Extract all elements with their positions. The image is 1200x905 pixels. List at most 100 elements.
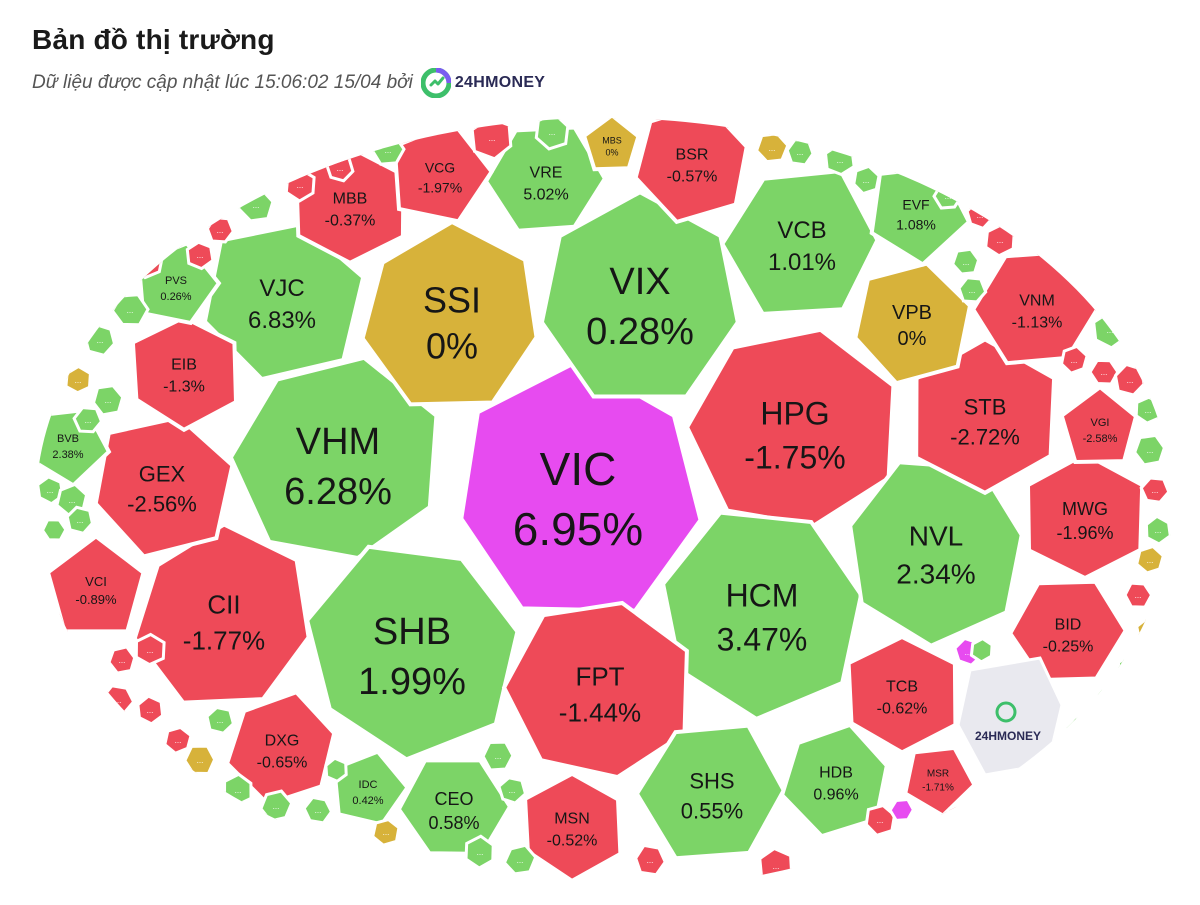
cell-change-label: -1.77% — [183, 626, 265, 656]
cell-gex[interactable]: GEX -2.56% — [93, 415, 235, 559]
small-cell[interactable] — [888, 797, 916, 822]
cell-ticker-label: DXG — [265, 732, 300, 749]
cell-hdb[interactable]: HDB 0.96% — [779, 722, 889, 839]
small-cell[interactable] — [634, 843, 667, 877]
small-cell[interactable] — [1123, 581, 1154, 609]
cell-vcb[interactable]: VCB 1.01% — [719, 168, 880, 316]
small-cell[interactable] — [502, 843, 538, 876]
small-cell[interactable] — [1133, 433, 1167, 467]
small-cell-more-label: ... — [965, 648, 972, 657]
small-cell[interactable] — [185, 240, 215, 271]
cell-ticker-label: VHM — [296, 421, 380, 463]
small-cell[interactable] — [1059, 344, 1089, 375]
small-cell-more-label: ... — [253, 201, 260, 210]
small-cell[interactable] — [1135, 617, 1161, 643]
small-cell-more-label: ... — [75, 376, 82, 385]
map-body: VIC 6.95% VHM 6.28% SHB 1.99% VIX 0.28% HPG -1.75… — [36, 104, 1172, 890]
small-cell[interactable] — [1116, 654, 1144, 686]
cell-ticker-label: BID — [1055, 616, 1082, 633]
small-cell[interactable] — [481, 740, 515, 772]
small-cell[interactable] — [969, 636, 994, 664]
cell-msn[interactable]: MSN -0.52% — [523, 771, 623, 884]
cell-vci[interactable]: VCI -0.89% — [45, 533, 146, 634]
cell-hcm[interactable]: HCM 3.47% — [660, 510, 864, 722]
small-cell-more-label: ... — [69, 496, 76, 505]
small-cell[interactable] — [932, 183, 964, 210]
small-cell[interactable] — [497, 776, 528, 805]
brand-logo[interactable]: 24HMONEY — [420, 68, 545, 98]
small-cell-more-label: ... — [863, 176, 870, 185]
small-cell[interactable] — [1003, 784, 1030, 816]
cell-vpb[interactable]: VPB 0% — [853, 261, 973, 386]
small-cell[interactable] — [205, 215, 236, 244]
cell-ticker-label: MSR — [927, 768, 949, 779]
brand-logo-icon — [420, 68, 451, 98]
cell-shape — [228, 355, 439, 561]
small-cell[interactable] — [950, 247, 981, 276]
small-cell[interactable] — [371, 817, 401, 847]
cell-eib[interactable]: EIB -1.3% — [130, 315, 239, 433]
cell-fpt[interactable]: FPT -1.44% — [501, 600, 689, 780]
cell-nvl[interactable]: NVL 2.34% — [848, 460, 1024, 648]
small-cell-more-label: ... — [1071, 356, 1078, 365]
small-cell[interactable] — [302, 795, 334, 825]
cell-change-label: 0% — [605, 148, 618, 158]
small-cell-more-label: ... — [147, 706, 154, 715]
small-cell-more-label: ... — [217, 226, 224, 235]
small-cell[interactable] — [470, 118, 513, 161]
cell-ticker-label: GEX — [139, 461, 186, 486]
cell-ticker-label: VCI — [85, 574, 107, 589]
small-cell[interactable] — [957, 276, 988, 304]
cell-ceo[interactable]: CEO 0.58% — [396, 758, 513, 856]
cell-ticker-label: VGI — [1091, 417, 1110, 429]
cell-shape — [396, 758, 513, 856]
cell-mbs[interactable]: MBS 0% — [581, 115, 641, 172]
small-cell[interactable] — [134, 632, 166, 667]
cell-hpg[interactable]: HPG -1.75% — [684, 327, 896, 528]
cell-shape — [719, 168, 880, 316]
small-cell[interactable] — [1139, 476, 1171, 504]
small-cell[interactable] — [852, 164, 881, 196]
small-cell[interactable] — [324, 756, 348, 784]
cell-shb[interactable]: SHB 1.99% — [305, 544, 520, 762]
small-cell[interactable] — [65, 505, 95, 535]
small-cell[interactable] — [163, 725, 193, 756]
small-cell[interactable] — [259, 789, 294, 823]
small-cell[interactable] — [205, 705, 236, 735]
small-cell-more-label: ... — [1152, 486, 1159, 495]
small-cell[interactable] — [136, 694, 165, 726]
small-cell[interactable] — [40, 518, 68, 542]
small-cell[interactable] — [1092, 685, 1123, 715]
cell-mbb[interactable]: MBB -0.37% — [294, 145, 406, 266]
small-cell[interactable] — [107, 645, 137, 675]
cell-bsr[interactable]: BSR -0.57% — [633, 104, 749, 225]
cell-ticker-label: CEO — [434, 789, 473, 809]
cell-cii[interactable]: CII -1.77% — [132, 522, 311, 705]
small-cell-more-label: ... — [1147, 556, 1154, 565]
cell-vgi[interactable]: VGI -2.58% — [1059, 384, 1139, 465]
cell-ticker-label: EVF — [902, 197, 929, 213]
small-cell-more-label: ... — [963, 258, 970, 267]
cell-ssi[interactable]: SSI 0% — [360, 219, 539, 407]
small-cell[interactable] — [36, 475, 65, 506]
cell-tcb[interactable]: TCB -0.62% — [846, 634, 958, 755]
small-cell[interactable] — [1064, 715, 1096, 745]
cell-vre[interactable]: VRE 5.02% — [483, 125, 608, 233]
small-cell[interactable] — [72, 406, 104, 434]
small-cell-more-label: ... — [119, 656, 126, 665]
cell-stb[interactable]: STB -2.72% — [914, 337, 1057, 496]
cell-vix[interactable]: VIX 0.28% — [539, 189, 740, 399]
small-cell[interactable] — [64, 364, 92, 395]
cell-change-label: -1.97% — [418, 180, 462, 196]
cell-shs[interactable]: SHS 0.55% — [634, 723, 786, 861]
small-cell[interactable] — [91, 384, 125, 417]
small-cell[interactable] — [1144, 514, 1172, 546]
small-cell[interactable] — [132, 244, 164, 280]
cell-shape — [501, 600, 689, 780]
small-cell[interactable] — [945, 803, 975, 833]
small-cell-more-label: ... — [1127, 666, 1134, 675]
small-cell[interactable] — [464, 834, 495, 870]
small-cell[interactable] — [1135, 544, 1165, 575]
cell-msr[interactable]: MSR -1.71% — [902, 745, 977, 819]
cell-vhm[interactable]: VHM 6.28% — [228, 355, 439, 561]
